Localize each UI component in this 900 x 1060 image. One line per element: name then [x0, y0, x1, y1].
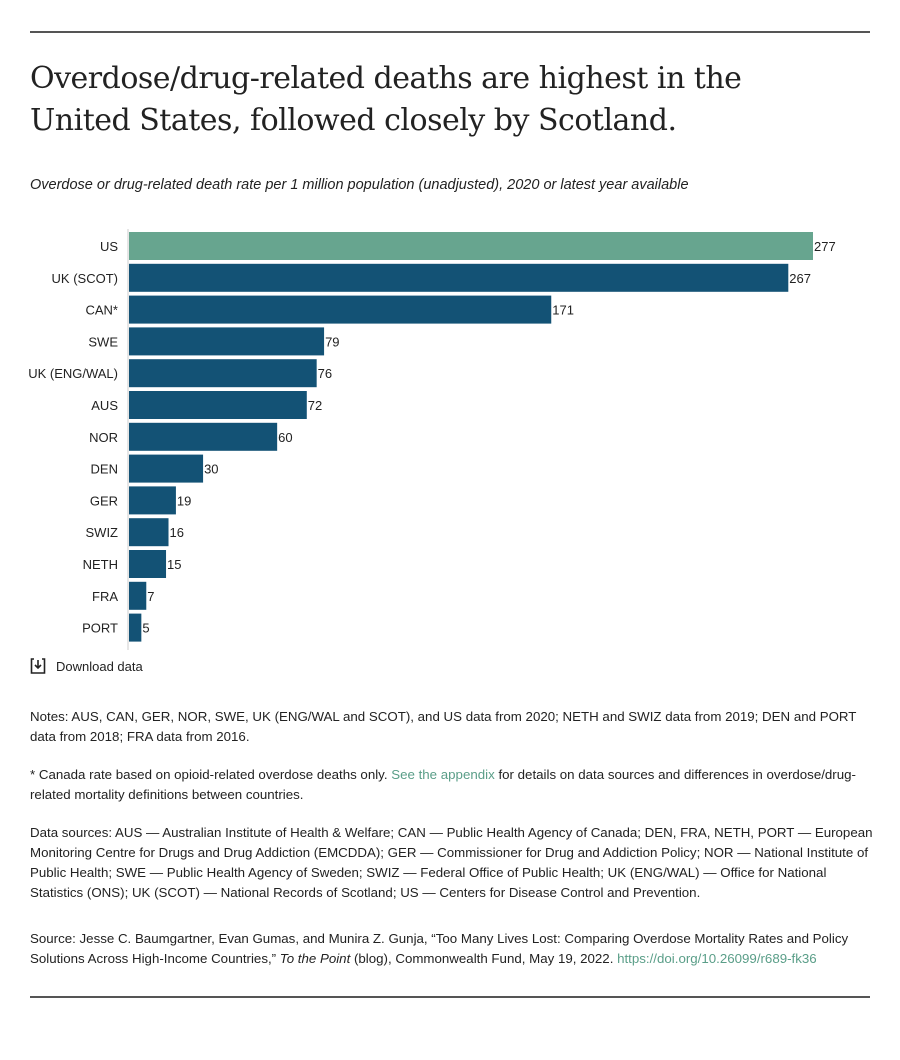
bar [129, 518, 169, 547]
note-text: * Canada rate based on opioid-related ov… [30, 767, 392, 782]
data-sources: Data sources: AUS — Australian Institute… [30, 825, 873, 900]
value-label: 76 [318, 366, 332, 381]
category-label: DEN [91, 462, 118, 477]
bar [129, 263, 789, 292]
source-text: (blog), Commonwealth Fund, May 19, 2022. [350, 951, 618, 966]
notes-canada: * Canada rate based on opioid-related ov… [30, 765, 875, 805]
download-data-button[interactable]: Download data [30, 658, 143, 674]
notes-years: Notes: AUS, CAN, GER, NOR, SWE, UK (ENG/… [30, 709, 857, 744]
top-rule [30, 31, 870, 33]
value-label: 7 [147, 589, 154, 604]
category-label: NETH [83, 557, 118, 572]
bottom-rule [30, 996, 870, 998]
category-label: NOR [89, 430, 118, 445]
bar [129, 581, 147, 610]
value-label: 30 [204, 462, 218, 477]
source-citation: Source: Jesse C. Baumgartner, Evan Gumas… [30, 929, 875, 969]
category-label: CAN* [85, 303, 118, 318]
value-label: 15 [167, 557, 181, 572]
note-text: for details on data sources and differen… [30, 767, 856, 802]
download-icon [30, 658, 46, 674]
bar-chart: US 277 UK (SCOT) 267 CAN* 171 SWE 79 UK (ENG/WAL… [28, 229, 836, 650]
source-text: Source: Jesse C. Baumgartner, Evan Gumas… [30, 931, 849, 966]
value-label: 16 [170, 525, 184, 540]
value-label: 19 [177, 493, 191, 508]
bar [129, 391, 307, 419]
category-label: UK (ENG/WAL) [28, 366, 118, 381]
value-label: 267 [789, 271, 811, 286]
value-label: 72 [308, 398, 322, 413]
value-label: 60 [278, 430, 292, 445]
category-label: SWIZ [86, 525, 119, 540]
bar [129, 613, 142, 642]
bar [129, 550, 167, 578]
category-label: PORT [82, 621, 118, 636]
bar [129, 232, 813, 260]
appendix-link[interactable]: See the appendix [391, 767, 495, 782]
category-label: US [100, 239, 118, 254]
bar [129, 486, 176, 515]
value-label: 79 [325, 334, 339, 349]
doi-link[interactable]: https://doi.org/10.26099/r689-fk36 [617, 951, 817, 966]
category-label: FRA [92, 589, 118, 604]
download-label: Download data [56, 658, 143, 674]
category-label: GER [90, 493, 118, 508]
chart-subtitle: Overdose or drug-related death rate per … [30, 177, 689, 193]
value-label: 277 [814, 239, 836, 254]
category-label: AUS [91, 398, 118, 413]
bar [129, 295, 552, 324]
category-label: SWE [88, 334, 118, 349]
value-label: 5 [142, 621, 149, 636]
value-label: 171 [552, 303, 574, 318]
category-label: UK (SCOT) [52, 271, 118, 286]
source-blog-title: To the Point [279, 951, 351, 966]
bar [129, 454, 204, 483]
page-title: Overdose/drug-related deaths are highest… [30, 61, 742, 138]
bar [129, 327, 325, 356]
bar [129, 359, 317, 388]
bar [129, 422, 278, 451]
